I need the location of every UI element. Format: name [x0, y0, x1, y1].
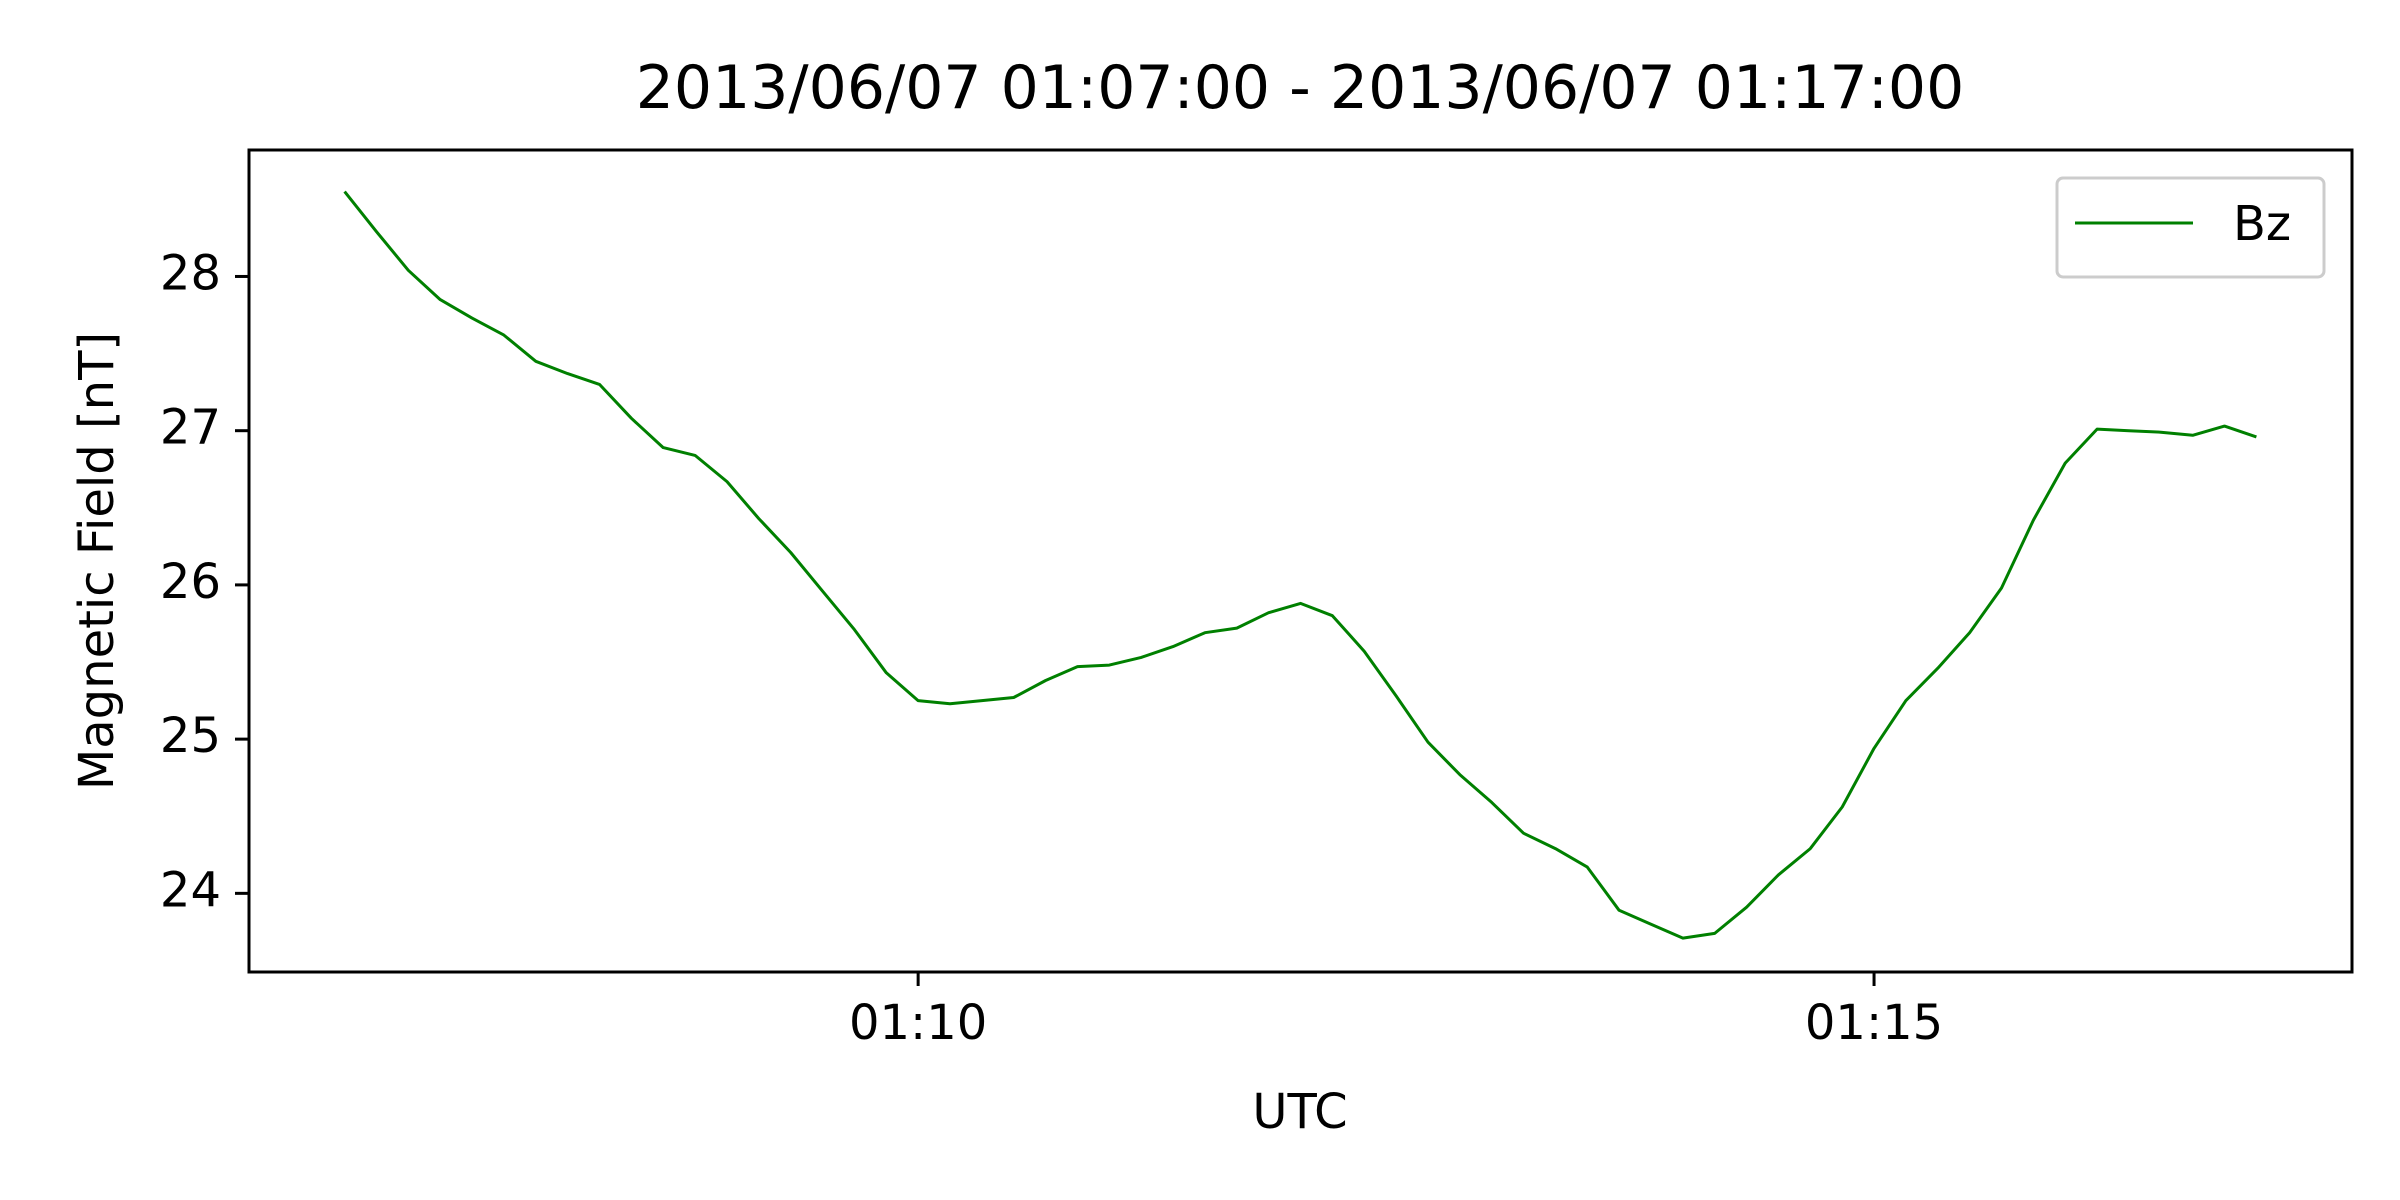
x-axis-label: UTC [1252, 1084, 1347, 1140]
x-tick-label: 01:15 [1805, 995, 1943, 1051]
plot-frame [247, 148, 2354, 974]
legend: Bz [2055, 176, 2326, 279]
y-tick-label: 26 [160, 554, 221, 610]
legend-box [2055, 176, 2326, 279]
y-axis-label: Magnetic Field [nT] [69, 332, 125, 790]
y-tick-label: 25 [160, 708, 221, 764]
x-tick-label: 01:10 [849, 995, 987, 1051]
y-tick-label: 28 [160, 245, 221, 301]
y-tick-label: 27 [160, 400, 221, 456]
legend-bz-label: Bz [2233, 196, 2291, 252]
y-axis-ticks: 24 25 26 27 28 [160, 245, 249, 918]
x-axis-ticks: 01:10 01:15 [849, 972, 1943, 1051]
bz-series-line [343, 190, 2257, 940]
chart-title: 2013/06/07 01:07:00 - 2013/06/07 01:17:0… [636, 53, 1965, 123]
y-tick-label: 24 [160, 862, 221, 918]
